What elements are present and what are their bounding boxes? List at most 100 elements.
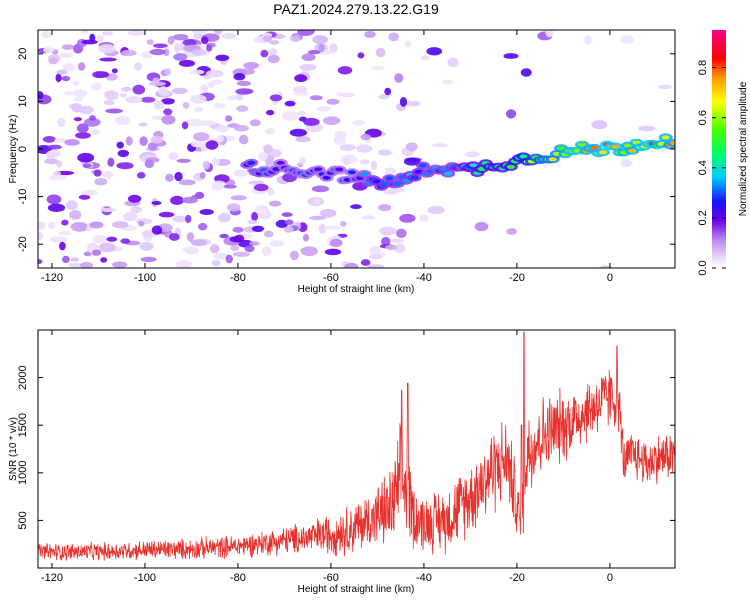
spectrogram-cell bbox=[419, 163, 427, 168]
spectrogram-cell bbox=[153, 43, 168, 49]
spectrogram-cell bbox=[399, 213, 416, 223]
spectrogram-cell bbox=[295, 136, 311, 143]
spectrogram-cell bbox=[83, 251, 92, 257]
spectrogram-cell bbox=[360, 172, 369, 176]
spectrogram-cell bbox=[399, 97, 408, 107]
spectrogram-cell bbox=[96, 34, 104, 43]
spectrogram-cell bbox=[159, 91, 171, 97]
spectrogram-cell bbox=[98, 44, 116, 54]
spectrogram-cell bbox=[139, 136, 148, 147]
spectrogram-cell bbox=[233, 251, 251, 257]
spectrogram-cell bbox=[48, 57, 58, 65]
spectrogram-cell bbox=[334, 130, 347, 140]
spectrogram-cell bbox=[260, 49, 269, 58]
spectrogram-cell bbox=[301, 53, 316, 61]
spectrogram-cell bbox=[149, 48, 166, 56]
spectrogram-cell bbox=[360, 133, 372, 141]
spectrogram-cell bbox=[236, 80, 252, 86]
spectrogram-cell bbox=[91, 82, 102, 91]
spectrogram-cell bbox=[78, 194, 91, 200]
spectrogram-cell bbox=[343, 157, 351, 166]
spectrogram-cell bbox=[249, 119, 261, 127]
spectrogram-cell bbox=[384, 87, 392, 96]
spectrogram-cell bbox=[519, 154, 528, 159]
spectrogram-cell bbox=[226, 203, 241, 212]
spectrogram-cell bbox=[103, 100, 115, 106]
spectrogram-xtick-label: -120 bbox=[41, 272, 63, 284]
spectrogram-cell bbox=[94, 178, 108, 186]
spectrogram-cell bbox=[385, 176, 394, 181]
spectrogram-cell bbox=[356, 144, 373, 153]
spectrogram-cell bbox=[119, 93, 127, 98]
spectrogram-cell bbox=[168, 152, 179, 161]
spectrogram-cell bbox=[211, 260, 221, 267]
spectrogram-cell bbox=[89, 115, 96, 121]
spectrogram-cell bbox=[215, 125, 230, 133]
spectrogram-cell bbox=[62, 63, 76, 72]
spectrogram-cell bbox=[125, 96, 143, 104]
spectrogram-cell bbox=[545, 30, 554, 38]
spectrogram-cell bbox=[130, 206, 143, 214]
spectrogram-cell bbox=[193, 106, 204, 113]
spectrogram-cell bbox=[64, 139, 80, 146]
snr-xlabel: Height of straight line (km) bbox=[298, 584, 415, 595]
spectrogram-cell bbox=[236, 105, 249, 112]
spectrogram-cell bbox=[206, 44, 213, 52]
spectrogram-cell bbox=[104, 90, 119, 101]
spectrogram-cell bbox=[189, 69, 205, 75]
spectrogram-cell bbox=[389, 187, 406, 193]
spectrogram-cell bbox=[106, 236, 118, 242]
spectrogram-ytick-label: -20 bbox=[17, 236, 29, 252]
spectrogram-xtick-label: -20 bbox=[509, 272, 525, 284]
spectrogram-cell bbox=[202, 160, 210, 170]
spectrogram-cell bbox=[263, 230, 274, 238]
spectrogram-cell bbox=[134, 62, 143, 71]
snr-xtick-label: -40 bbox=[416, 572, 432, 584]
spectrogram-cell bbox=[329, 238, 343, 248]
spectrogram-cell bbox=[172, 34, 189, 41]
spectrogram-cell bbox=[181, 121, 189, 130]
spectrogram-cell bbox=[116, 141, 124, 149]
spectrogram-cell bbox=[344, 262, 359, 268]
spectrogram-cell bbox=[61, 44, 74, 50]
spectrogram-cell bbox=[65, 200, 78, 211]
spectrogram-cell bbox=[244, 245, 255, 253]
spectrogram-cell bbox=[81, 30, 89, 34]
spectrogram-cell bbox=[289, 35, 301, 43]
spectrogram-cell bbox=[350, 204, 362, 210]
spectrogram-cell bbox=[150, 135, 163, 144]
spectrogram-cell bbox=[506, 164, 515, 169]
spectrogram-cell bbox=[367, 264, 385, 268]
spectrogram-cell bbox=[590, 145, 599, 150]
spectrogram-cell bbox=[161, 115, 176, 125]
spectrogram-cell bbox=[186, 118, 204, 127]
spectrogram-cell bbox=[186, 232, 195, 242]
spectrogram-cell bbox=[56, 160, 63, 168]
spectrogram-cell bbox=[302, 233, 310, 242]
spectrogram-cell bbox=[175, 260, 193, 268]
spectrogram-cell bbox=[326, 98, 340, 105]
spectrogram-cell bbox=[75, 132, 91, 139]
spectrogram-xlabel: Height of straight line (km) bbox=[298, 284, 415, 295]
colorbar-tick-label: 0.4 bbox=[697, 160, 709, 175]
spectrogram-cell bbox=[125, 136, 133, 146]
spectrogram-cell bbox=[70, 257, 79, 262]
spectrogram-cell bbox=[140, 96, 156, 103]
spectrogram-cell bbox=[236, 93, 244, 101]
spectrogram-cell bbox=[297, 110, 306, 116]
spectrogram-cell bbox=[352, 120, 366, 126]
spectrogram-cell bbox=[371, 65, 385, 71]
spectrogram-cell bbox=[182, 39, 197, 46]
spectrogram-cell bbox=[235, 88, 253, 95]
spectrogram-cell bbox=[503, 53, 519, 59]
spectrogram-cell bbox=[426, 47, 443, 56]
spectrogram-cell bbox=[284, 219, 294, 225]
spectrogram-cell bbox=[431, 143, 449, 148]
spectrogram-cell bbox=[68, 262, 83, 268]
spectrogram-cell bbox=[61, 75, 71, 82]
spectrogram-cell bbox=[48, 174, 67, 181]
spectrogram-cell bbox=[84, 117, 101, 127]
spectrogram-cell bbox=[92, 71, 106, 79]
spectrogram-cell bbox=[59, 52, 73, 58]
